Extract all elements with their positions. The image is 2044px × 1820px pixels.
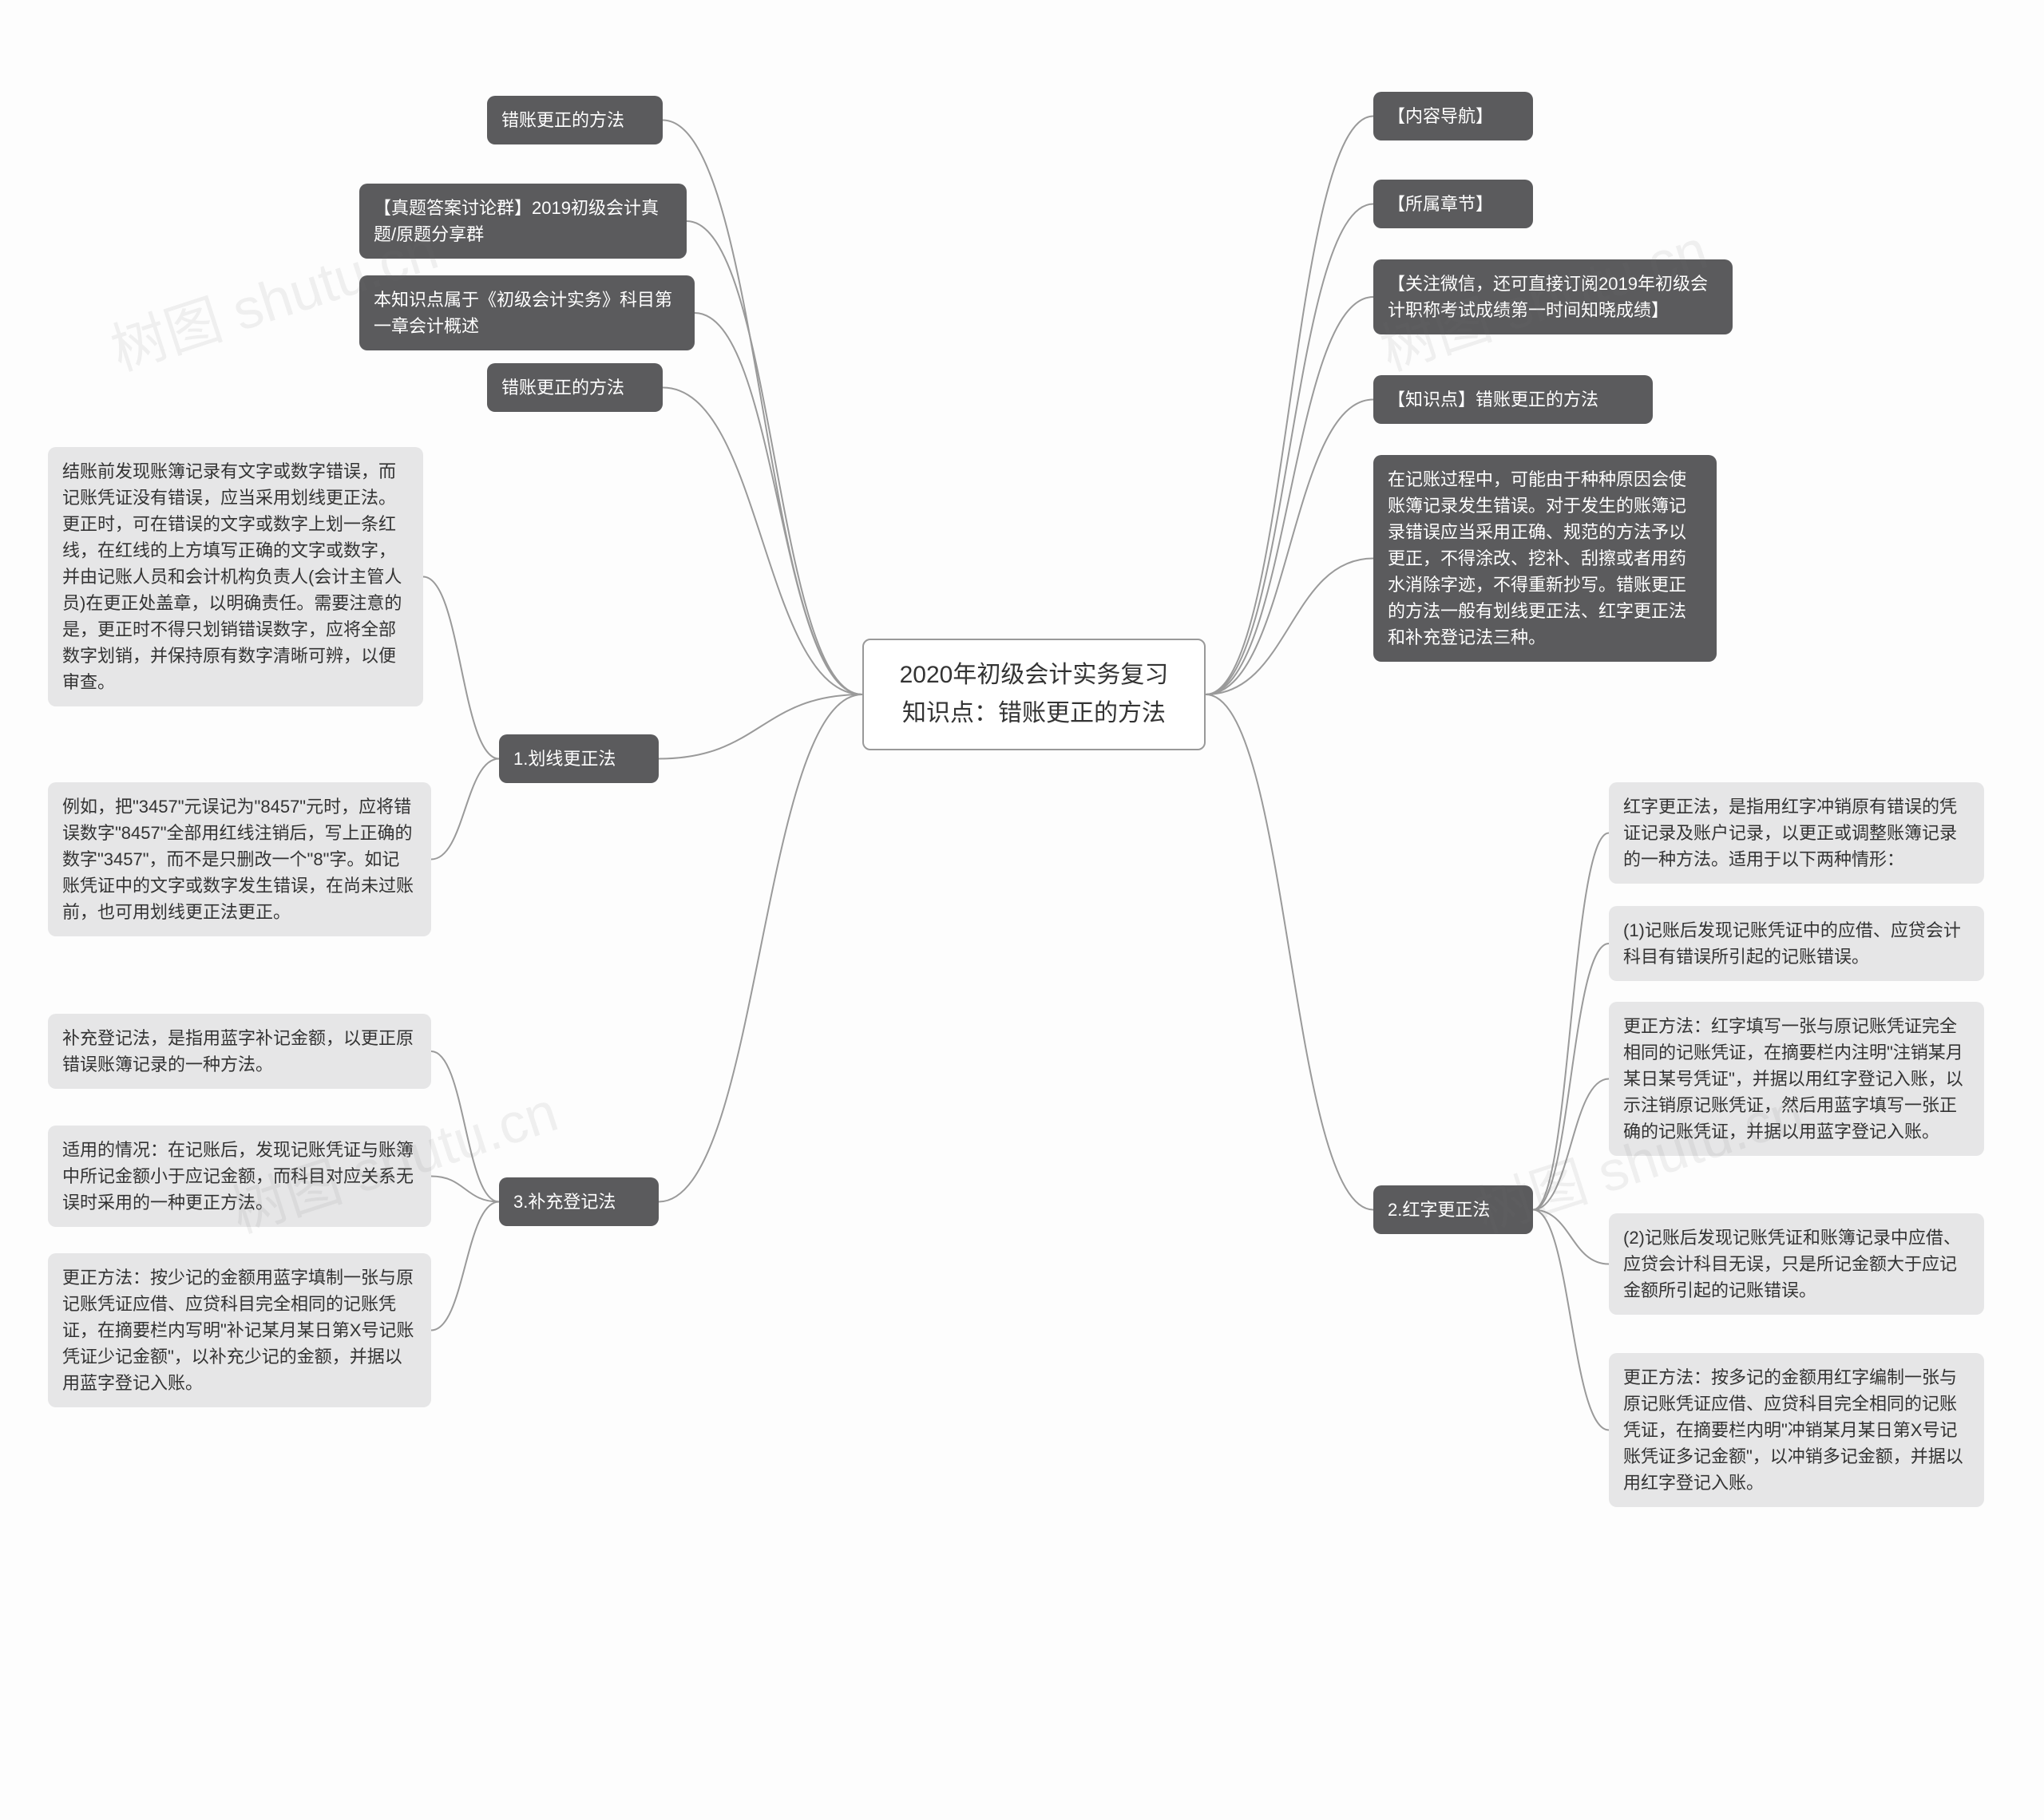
- left-node-chapter: 本知识点属于《初级会计实务》科目第一章会计概述: [359, 275, 695, 350]
- left-node-methods-2: 错账更正的方法: [487, 363, 663, 412]
- right-node-knowledge: 【知识点】错账更正的方法: [1373, 375, 1653, 424]
- right-node-method-2-detail-a: 红字更正法，是指用红字冲销原有错误的凭证记录及账户记录，以更正或调整账簿记录的一…: [1609, 782, 1984, 884]
- right-node-wechat: 【关注微信，还可直接订阅2019年初级会计职称考试成绩第一时间知晓成绩】: [1373, 259, 1733, 334]
- left-node-method-3: 3.补充登记法: [499, 1177, 659, 1226]
- left-node-method-3-detail-a: 补充登记法，是指用蓝字补记金额，以更正原错误账簿记录的一种方法。: [48, 1014, 431, 1089]
- right-node-nav: 【内容导航】: [1373, 92, 1533, 140]
- right-node-method-2-detail-c: 更正方法：红字填写一张与原记账凭证完全相同的记账凭证，在摘要栏内注明"注销某月某…: [1609, 1002, 1984, 1156]
- mindmap-root: 2020年初级会计实务复习 知识点：错账更正的方法 错账更正的方法 【真题答案讨…: [16, 32, 2028, 1788]
- right-node-method-2-detail-e: 更正方法：按多记的金额用红字编制一张与原记账凭证应借、应贷科目完全相同的记账凭证…: [1609, 1353, 1984, 1507]
- left-node-method-1-detail-a: 结账前发现账簿记录有文字或数字错误，而记账凭证没有错误，应当采用划线更正法。更正…: [48, 447, 423, 706]
- center-line1: 2020年初级会计实务复习: [900, 662, 1169, 688]
- left-node-method-3-detail-c: 更正方法：按少记的金额用蓝字填制一张与原记账凭证应借、应贷科目完全相同的记账凭证…: [48, 1253, 431, 1407]
- center-topic: 2020年初级会计实务复习 知识点：错账更正的方法: [862, 639, 1206, 750]
- center-line2: 知识点：错账更正的方法: [902, 700, 1166, 726]
- right-node-method-2-detail-b: (1)记账后发现记账凭证中的应借、应贷会计科目有错误所引起的记账错误。: [1609, 906, 1984, 981]
- right-node-method-2-detail-d: (2)记账后发现记账凭证和账簿记录中应借、应贷会计科目无误，只是所记金额大于应记…: [1609, 1213, 1984, 1315]
- right-node-intro: 在记账过程中，可能由于种种原因会使账簿记录发生错误。对于发生的账簿记录错误应当采…: [1373, 455, 1717, 662]
- left-node-discussion-group: 【真题答案讨论群】2019初级会计真题/原题分享群: [359, 184, 687, 259]
- right-node-chapter: 【所属章节】: [1373, 180, 1533, 228]
- left-node-methods-1: 错账更正的方法: [487, 96, 663, 144]
- left-node-method-1-detail-b: 例如，把"3457"元误记为"8457"元时，应将错误数字"8457"全部用红线…: [48, 782, 431, 936]
- left-node-method-3-detail-b: 适用的情况：在记账后，发现记账凭证与账簿中所记金额小于应记金额，而科目对应关系无…: [48, 1126, 431, 1227]
- left-node-method-1: 1.划线更正法: [499, 734, 659, 783]
- right-node-method-2: 2.红字更正法: [1373, 1185, 1533, 1234]
